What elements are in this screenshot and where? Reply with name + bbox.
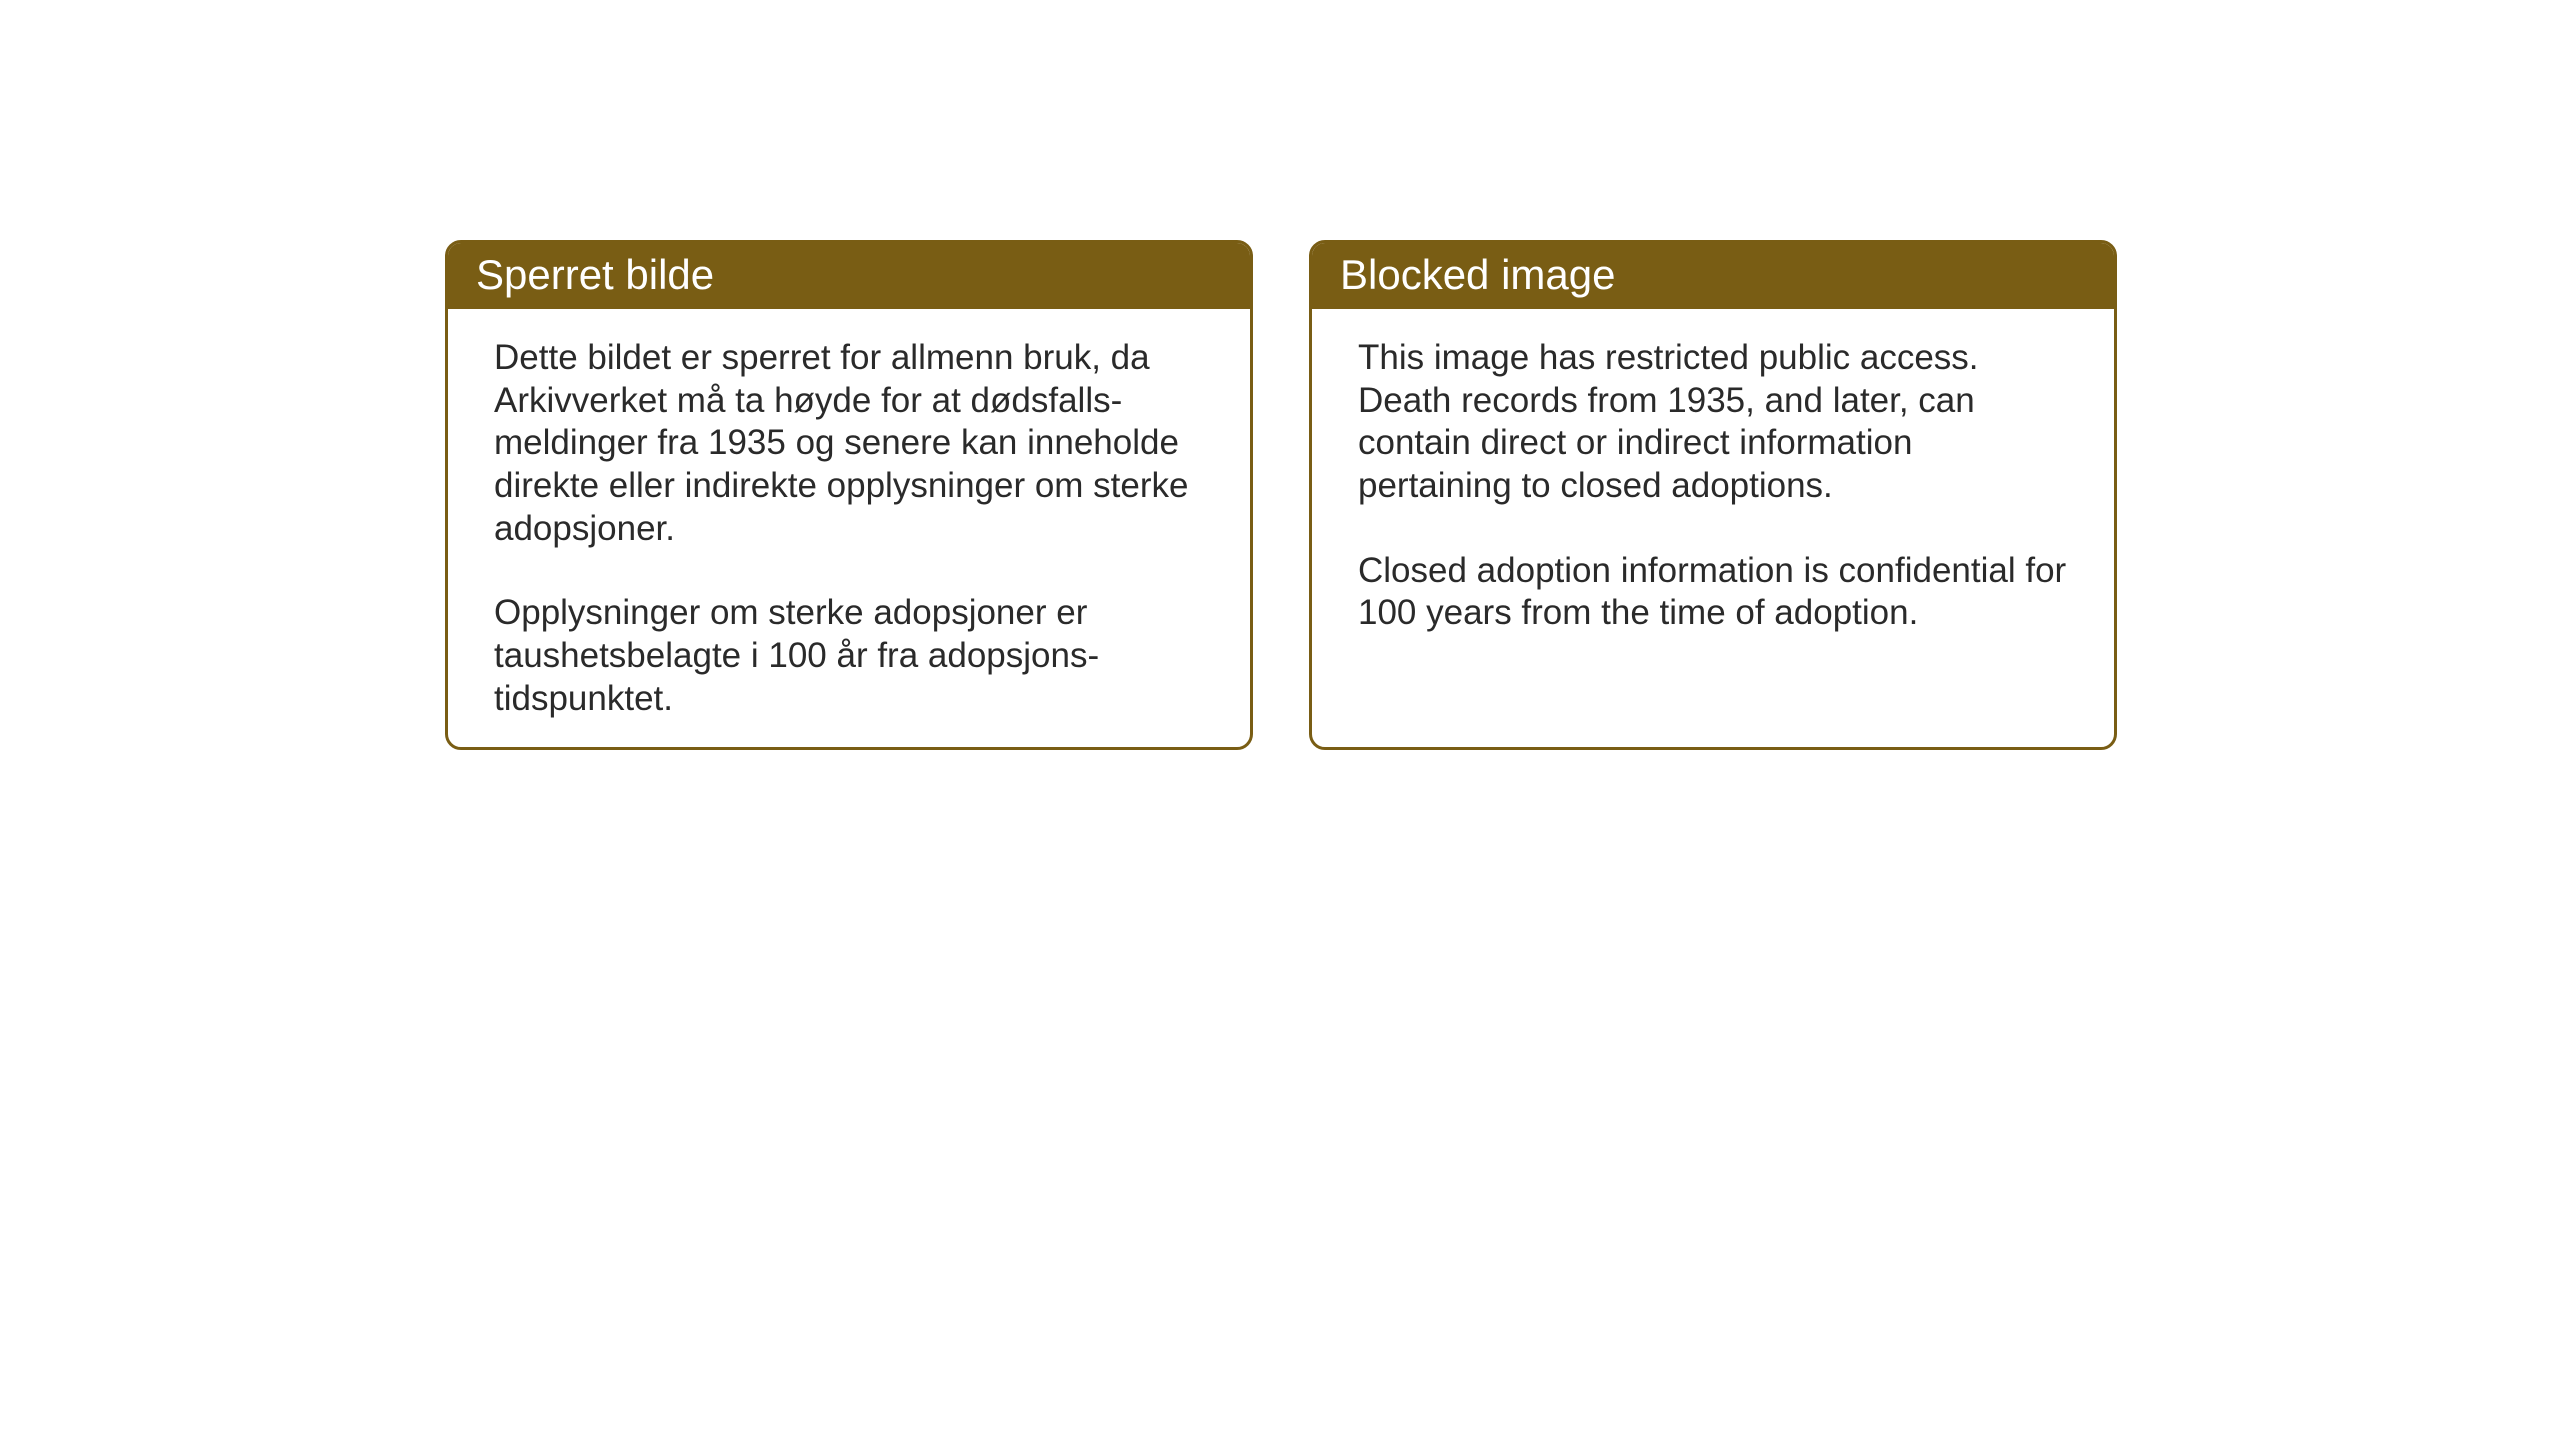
card-header-norwegian: Sperret bilde [448,243,1250,309]
notice-card-english: Blocked image This image has restricted … [1309,240,2117,750]
paragraph-1-norwegian: Dette bildet er sperret for allmenn bruk… [494,337,1204,550]
paragraph-2-english: Closed adoption information is confident… [1358,550,2068,635]
paragraph-2-norwegian: Opplysninger om sterke adopsjoner er tau… [494,592,1204,720]
card-header-english: Blocked image [1312,243,2114,309]
card-body-english: This image has restricted public access.… [1312,309,2114,671]
card-body-norwegian: Dette bildet er sperret for allmenn bruk… [448,309,1250,750]
card-title-norwegian: Sperret bilde [476,251,714,298]
notice-card-norwegian: Sperret bilde Dette bildet er sperret fo… [445,240,1253,750]
card-title-english: Blocked image [1340,251,1615,298]
notice-container: Sperret bilde Dette bildet er sperret fo… [445,240,2117,750]
paragraph-1-english: This image has restricted public access.… [1358,337,2068,508]
